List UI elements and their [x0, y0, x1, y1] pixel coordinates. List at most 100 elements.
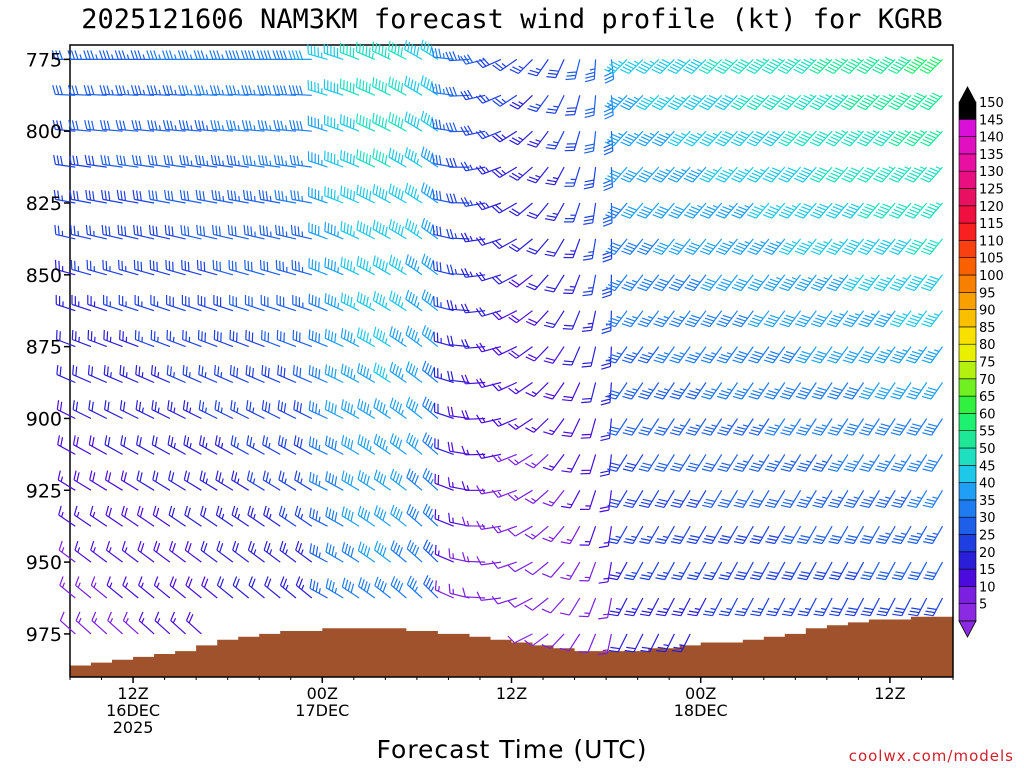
wind-barb [230, 400, 249, 420]
wind-barb [420, 182, 439, 204]
x-tick-label: 00Z [685, 684, 716, 703]
wind-barb [167, 435, 186, 455]
colorbar-swatch [958, 153, 977, 172]
wind-barb [639, 597, 660, 617]
wind-barb [542, 454, 565, 471]
y-tick-label: 925 [26, 480, 62, 502]
wind-barb [256, 50, 281, 60]
colorbar-label: 105 [979, 252, 1004, 267]
wind-barb [166, 329, 186, 348]
wind-barb [923, 597, 944, 617]
wind-barb [579, 561, 597, 582]
wind-barb [406, 468, 423, 491]
wind-barb [813, 561, 833, 581]
colorbar-swatch [958, 534, 977, 553]
wind-barb [355, 77, 376, 96]
wind-barb [84, 119, 107, 132]
y-tick-label: 800 [26, 121, 62, 143]
wind-barb [796, 454, 817, 472]
wind-barb [492, 166, 518, 179]
colorbar-swatch [958, 378, 977, 397]
wind-barb [491, 595, 517, 605]
wind-barb [730, 94, 754, 111]
wind-barb [718, 597, 739, 617]
wind-barb [748, 346, 770, 364]
wind-barb [261, 365, 281, 384]
wind-barb [308, 222, 328, 240]
wind-barb [778, 238, 802, 255]
wind-barb [561, 490, 581, 509]
wind-barb [476, 591, 502, 601]
wind-barb [309, 543, 328, 563]
wind-barb [778, 130, 802, 147]
wind-barb [133, 259, 155, 276]
wind-barb [105, 505, 123, 527]
wind-barb [99, 85, 123, 96]
wind-barb [599, 490, 612, 513]
wind-barb [605, 238, 628, 255]
wind-barb [341, 577, 360, 599]
wind-barb [905, 310, 928, 328]
wind-barb [636, 202, 660, 219]
wind-barb [825, 202, 849, 219]
wind-barb [565, 59, 581, 81]
wind-barb [491, 310, 518, 321]
wind-barb [168, 470, 186, 491]
wind-barb [904, 92, 928, 111]
colorbar-top-arrow [959, 86, 976, 102]
wind-barb [460, 89, 486, 101]
wind-barb [120, 435, 139, 455]
wind-barb [685, 382, 707, 400]
wind-barb [812, 454, 833, 472]
wind-barb [543, 418, 565, 436]
wind-barb [578, 633, 597, 653]
wind-barb [668, 238, 691, 255]
wind-barb [309, 471, 328, 491]
wind-barb [294, 505, 313, 527]
colorbar-label: 120 [979, 200, 1004, 215]
wind-barb [199, 470, 218, 491]
wind-barb [779, 346, 802, 364]
wind-barb [732, 418, 754, 436]
wind-barb [121, 540, 139, 563]
wind-barb [460, 125, 486, 136]
wind-barb [170, 611, 186, 635]
wind-barb [324, 221, 344, 240]
wind-barb [73, 470, 92, 491]
wind-barb [746, 130, 770, 147]
wind-barb [278, 505, 297, 527]
colorbar-label: 110 [979, 234, 1004, 249]
x-tick-label: 12Z [874, 684, 905, 703]
wind-barb [149, 259, 171, 276]
wind-barb [290, 224, 312, 240]
wind-barb [244, 295, 265, 312]
wind-barb [293, 400, 313, 420]
wind-barb [245, 329, 265, 348]
wind-barb [151, 435, 171, 455]
wind-barb [527, 59, 549, 77]
wind-barb [780, 454, 802, 472]
wind-barb [150, 365, 171, 384]
wind-barb [623, 489, 644, 508]
wind-barb [324, 364, 344, 384]
wind-barb [475, 165, 502, 175]
wind-barb [809, 130, 833, 147]
wind-barb [166, 365, 186, 384]
wind-barb [872, 130, 896, 147]
wind-barb [602, 274, 612, 299]
wind-barb [447, 406, 470, 420]
wind-barb [212, 224, 234, 240]
wind-barb [229, 365, 249, 384]
colorbar-label: 145 [979, 113, 1004, 128]
wind-barb [717, 418, 739, 436]
wind-barb [699, 130, 723, 147]
wind-barb [356, 184, 376, 204]
wind-barb [308, 400, 328, 420]
wind-barb [209, 50, 233, 60]
wind-barb [341, 542, 360, 563]
wind-barb [434, 544, 454, 563]
colorbar-label: 100 [979, 269, 1004, 284]
wind-barb [229, 295, 249, 312]
wind-barb [562, 346, 581, 366]
